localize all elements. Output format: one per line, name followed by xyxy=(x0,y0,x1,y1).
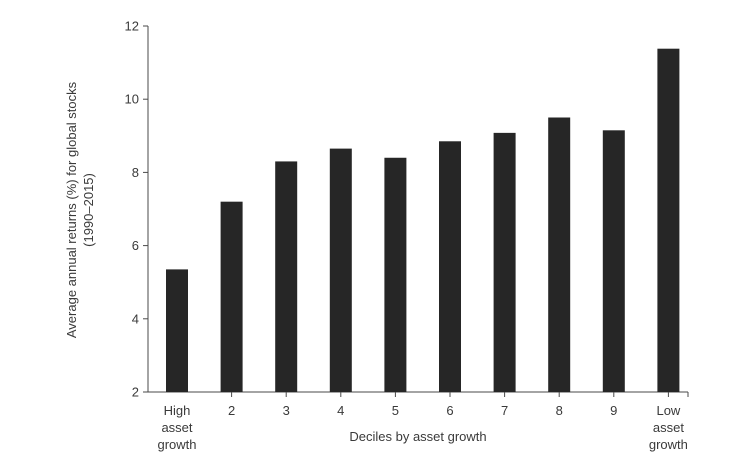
x-axis-title: Deciles by asset growth xyxy=(349,429,486,444)
x-tick-label: 2 xyxy=(228,403,235,418)
bar-9 xyxy=(602,130,625,392)
y-axis-title: Average annual returns (%) for global st… xyxy=(64,81,96,338)
bar-1 xyxy=(166,269,188,392)
y-tick-label: 10 xyxy=(125,92,139,107)
x-tick-label: 9 xyxy=(610,403,617,418)
bar-7 xyxy=(493,132,516,392)
bar-4 xyxy=(329,148,352,392)
x-tick-label-line: 9 xyxy=(610,403,617,418)
x-tick-label-line: 5 xyxy=(392,403,399,418)
bar-8 xyxy=(548,117,571,392)
y-tick-label: 4 xyxy=(132,311,139,326)
y-tick-label: 12 xyxy=(125,19,139,34)
x-tick-label-line: 7 xyxy=(501,403,508,418)
y-axis-title-line-1: Average annual returns (%) for global st… xyxy=(64,81,79,338)
x-tick-label-line: 2 xyxy=(228,403,235,418)
x-tick-label-line: asset xyxy=(161,420,192,435)
y-tick-label: 2 xyxy=(132,385,139,400)
x-tick-label-line: 3 xyxy=(283,403,290,418)
x-tick-label-line: Low xyxy=(656,403,680,418)
x-tick-label-line: asset xyxy=(653,420,684,435)
x-tick-label-line: growth xyxy=(649,437,688,452)
x-tick-label: 8 xyxy=(556,403,563,418)
x-axis: High asset growth 2 3 4 5 6 7 8 9 Low asset growth xyxy=(148,391,689,452)
x-tick-label: High asset growth xyxy=(157,403,196,452)
bars xyxy=(166,48,680,392)
y-axis: 2 4 6 8 10 12 xyxy=(125,19,149,400)
x-tick-label-line: 6 xyxy=(446,403,453,418)
x-tick-label: 3 xyxy=(283,403,290,418)
x-tick-label: 5 xyxy=(392,403,399,418)
x-tick-label: 7 xyxy=(501,403,508,418)
bar-5 xyxy=(384,157,407,392)
bar-3 xyxy=(275,161,298,392)
bar-6 xyxy=(439,141,461,392)
x-tick-label: 6 xyxy=(446,403,453,418)
x-tick-label-line: High xyxy=(164,403,191,418)
x-tick-label: Low asset growth xyxy=(649,403,688,452)
x-tick-label: 4 xyxy=(337,403,344,418)
bar-10 xyxy=(657,48,680,392)
y-axis-title-line-2: (1990–2015) xyxy=(81,173,96,247)
x-tick-label-line: 4 xyxy=(337,403,344,418)
x-tick-label-line: growth xyxy=(157,437,196,452)
bar-2 xyxy=(220,201,243,392)
x-tick-label-line: 8 xyxy=(556,403,563,418)
y-tick-label: 8 xyxy=(132,165,139,180)
y-tick-label: 6 xyxy=(132,238,139,253)
